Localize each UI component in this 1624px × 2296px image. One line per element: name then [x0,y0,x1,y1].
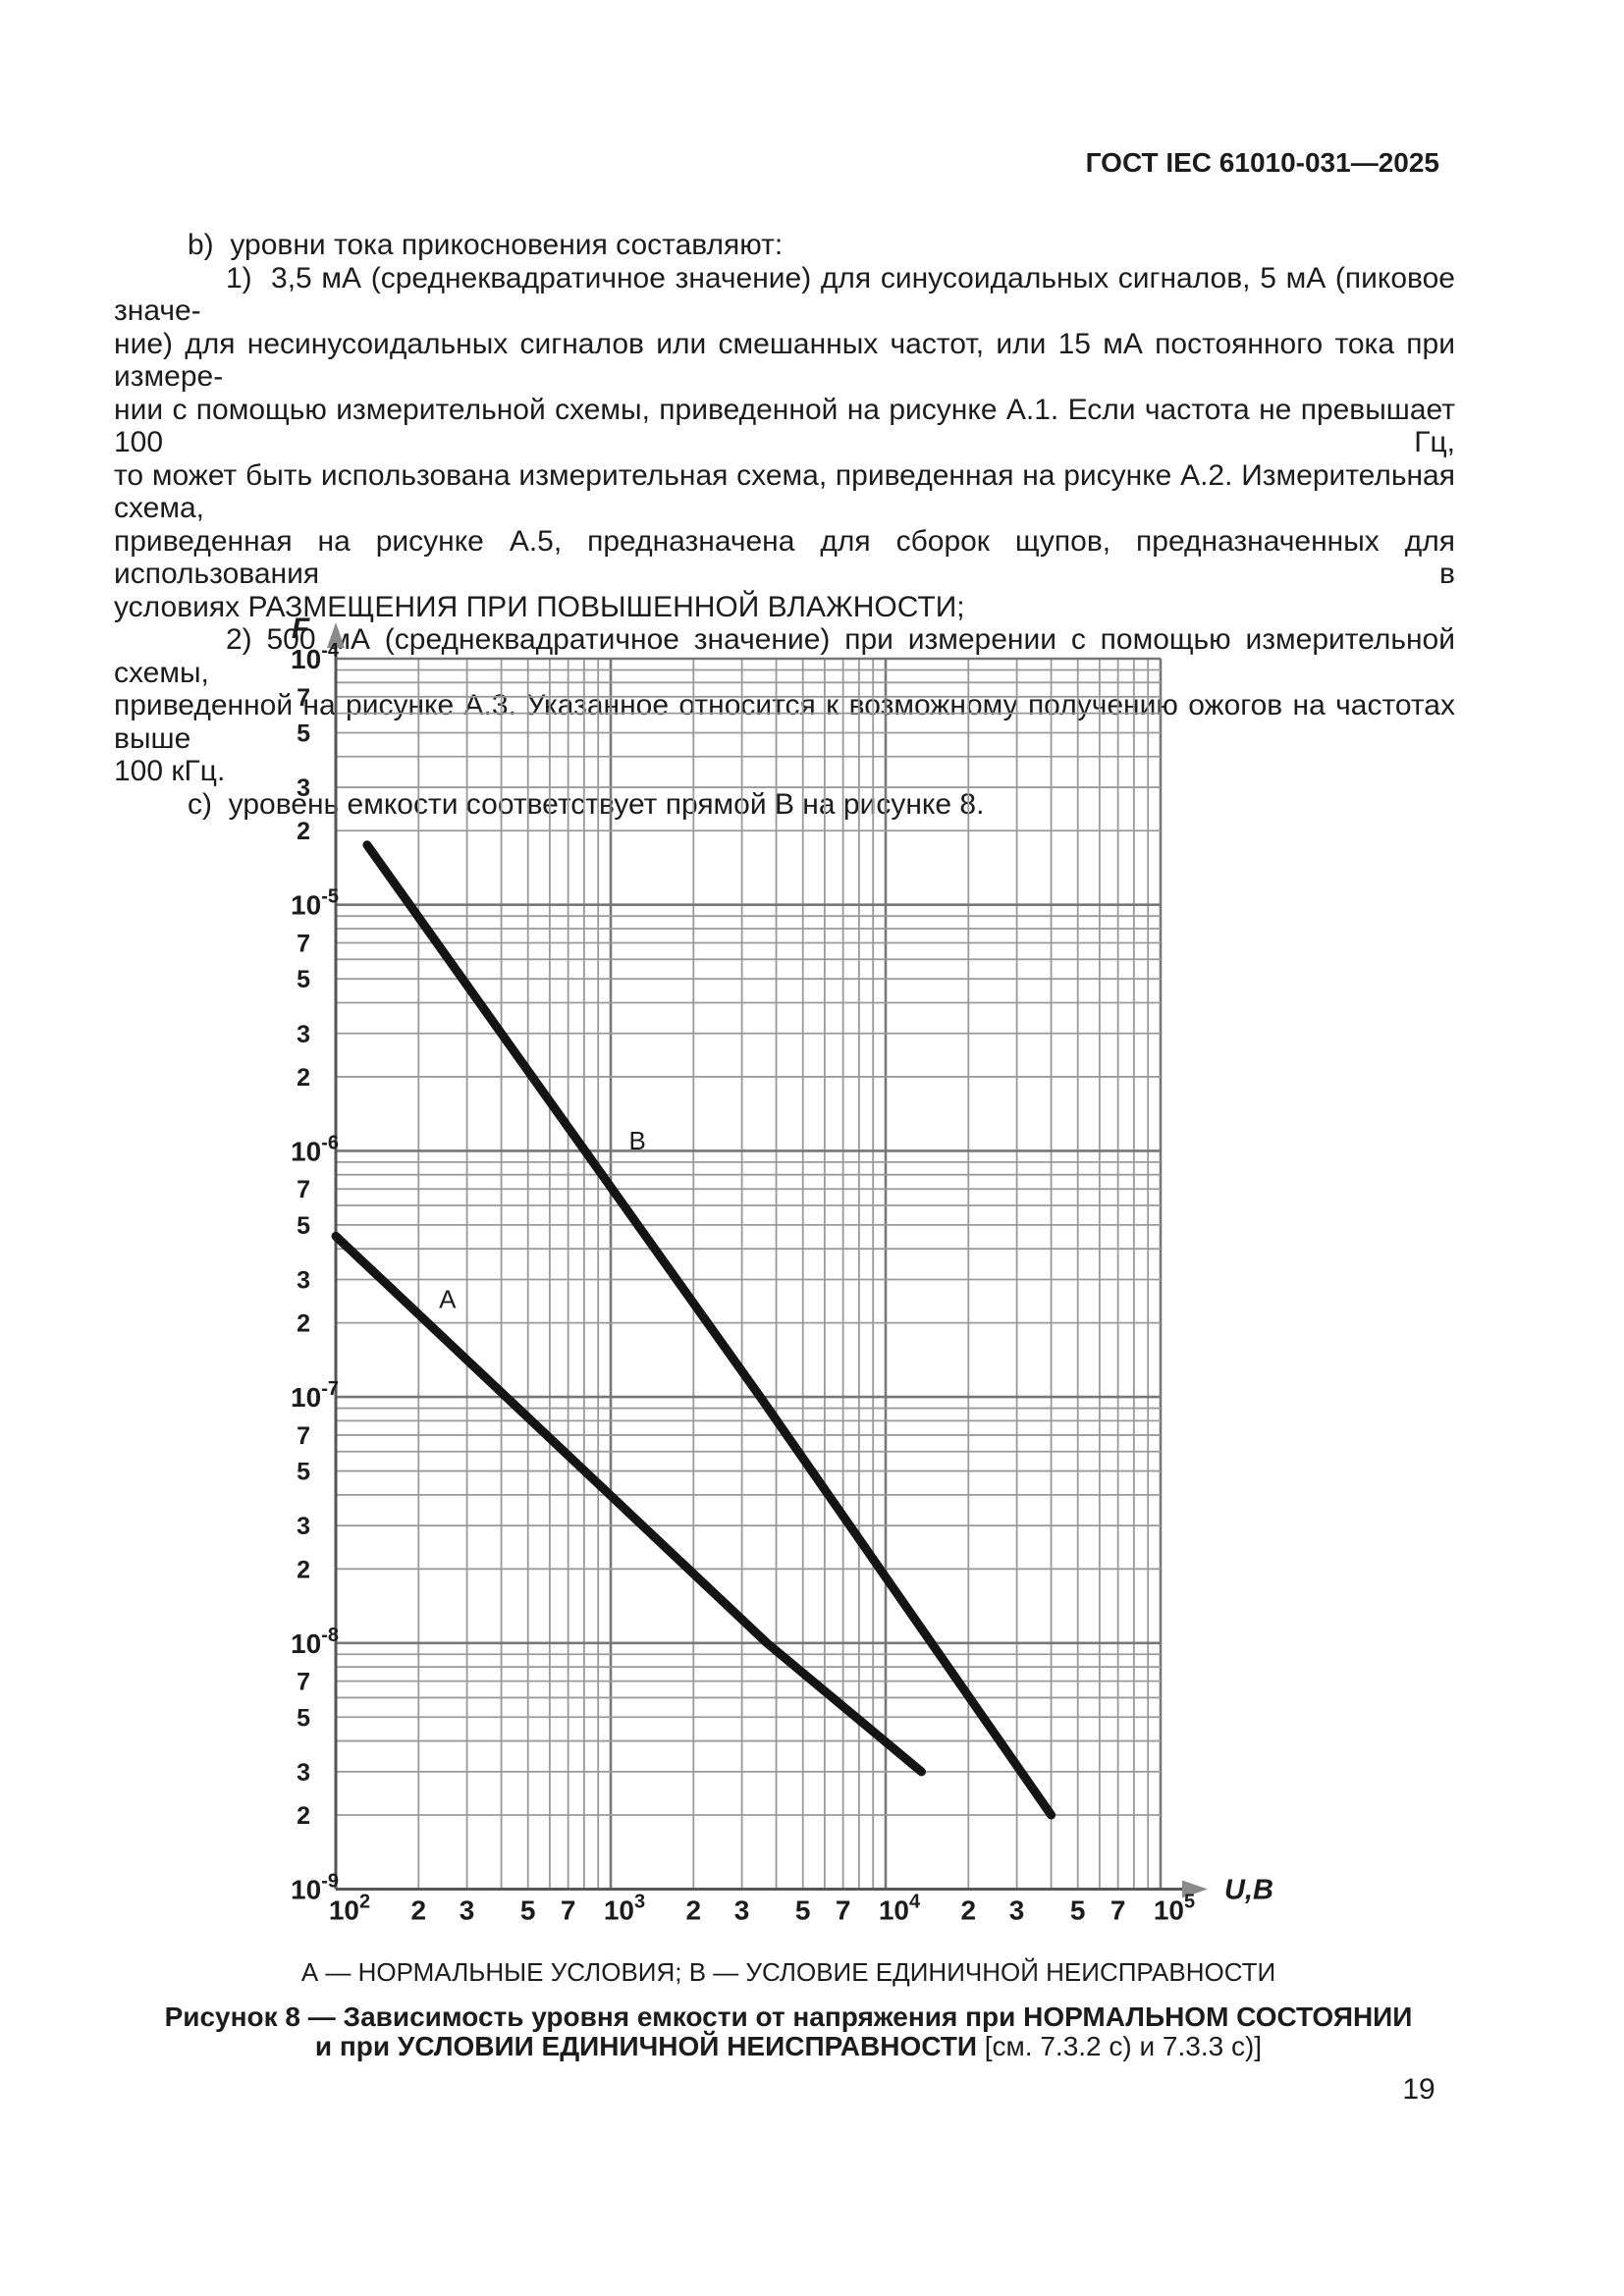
y-tick-label: 7 [297,684,310,712]
x-tick-label: 5 [795,1896,811,1926]
body-line: то может быть использована измерительная… [114,458,1455,525]
document-header: ГОСТ IEC 61010-031—2025 [1085,147,1439,178]
y-tick-label: 10-8 [291,1625,339,1659]
figure-caption-line2-ref: [см. 7.3.2 с) и 7.3.3 с)] [984,2031,1263,2061]
body-text: b) уровни тока прикосновения составляют:… [114,229,1455,821]
figure-8-chart: F U,В 10-4 10-5 10-6 10-7 10-8 10-9 7 5 3 2 7 5 3 2 7 5 3 2… [226,587,1326,1951]
body-line: ние) для несинусоидальных сигналов или с… [114,327,1455,394]
y-axis-title: F [292,613,310,645]
chart-legend: А — НОРМАЛЬНЫЕ УСЛОВИЯ; В — УСЛОВИЕ ЕДИН… [300,1957,1276,1987]
y-tick-label: 7 [297,1176,310,1203]
curve-B [362,840,1056,1820]
y-tick-label: 3 [297,1021,310,1048]
x-tick-label: 5 [1070,1896,1086,1926]
body-line: b) уровни тока прикосновения составляют: [188,229,784,261]
y-axis-arrow-icon [327,622,345,648]
x-tick-label: 2 [960,1896,976,1926]
body-line: c) уровень емкости соответствует прямой … [188,787,985,821]
y-tick-label: 3 [297,1759,310,1787]
curve-A [331,1231,926,1777]
x-axis-arrow-icon [1182,1880,1208,1898]
y-tick-label: 10-6 [291,1132,339,1166]
x-tick-label: 3 [1009,1896,1025,1926]
y-tick-label: 5 [297,1459,310,1486]
curve-label-A: A [439,1284,457,1313]
x-tick-label: 3 [734,1896,750,1926]
y-tick-label: 3 [297,1266,310,1294]
y-tick-label: 2 [297,1556,310,1583]
y-tick-label: 5 [297,1704,310,1732]
x-tick-label: 5 [520,1896,536,1926]
y-tick-label: 7 [297,931,310,958]
y-tick-label: 3 [297,1513,310,1540]
y-tick-label: 2 [297,1064,310,1092]
body-line: приведенная на рисунке А.5, предназначен… [114,524,1455,591]
body-line: нии с помощью измерительной схемы, приве… [114,393,1455,459]
body-line: 1) 3,5 мА (среднеквадратичное значение) … [114,261,1455,328]
x-tick-label: 7 [1110,1896,1126,1926]
y-tick-label: 5 [297,720,310,747]
y-tick-label: 10-7 [291,1378,339,1413]
body-line: 100 кГц. [114,755,226,787]
x-axis-title: U,В [1224,1875,1273,1906]
body-line: приведенной на рисунке А.3. Указанное от… [114,689,1455,755]
y-tick-label: 10-4 [291,640,340,674]
body-line: условиях РАЗМЕЩЕНИЯ ПРИ ПОВЫШЕННОЙ ВЛАЖН… [114,590,965,623]
y-tick-label: 10-5 [291,886,339,921]
figure-caption-line1: Рисунок 8 — Зависимость уровня емкости о… [164,2002,1413,2032]
body-line: 2) 500 мА (среднеквадратичное значение) … [114,623,1455,689]
x-tick-label: 103 [604,1892,645,1926]
y-tick-label: 2 [297,1802,310,1830]
x-tick-label: 104 [879,1892,921,1926]
y-tick-label: 3 [297,774,310,802]
y-tick-label: 7 [297,1669,310,1696]
y-tick-label: 5 [297,1212,310,1240]
x-tick-label: 2 [410,1896,426,1926]
curve-label-B: B [628,1126,645,1155]
x-tick-label: 7 [561,1896,576,1926]
x-tick-label: 102 [329,1892,370,1926]
capacitance-vs-voltage-chart: FU,В10-410-510-610-710-810-9753275327532… [291,613,1273,1926]
x-tick-label: 2 [685,1896,701,1926]
figure-caption-line2-bold: и при УСЛОВИИ ЕДИНИЧНОЙ НЕИСПРАВНОСТИ [314,2031,985,2061]
y-tick-label: 5 [297,966,310,993]
figure-caption: Рисунок 8 — Зависимость уровня емкости о… [114,2002,1463,2061]
y-tick-label: 2 [297,1310,310,1338]
x-tick-label: 3 [460,1896,475,1926]
figure-caption-line2: и при УСЛОВИИ ЕДИНИЧНОЙ НЕИСПРАВНОСТИ [с… [114,2032,1463,2061]
x-tick-label: 7 [836,1896,851,1926]
y-tick-label: 2 [297,818,310,845]
page-number: 19 [1402,2073,1435,2106]
x-tick-label: 105 [1154,1892,1195,1926]
y-tick-label: 7 [297,1422,310,1450]
